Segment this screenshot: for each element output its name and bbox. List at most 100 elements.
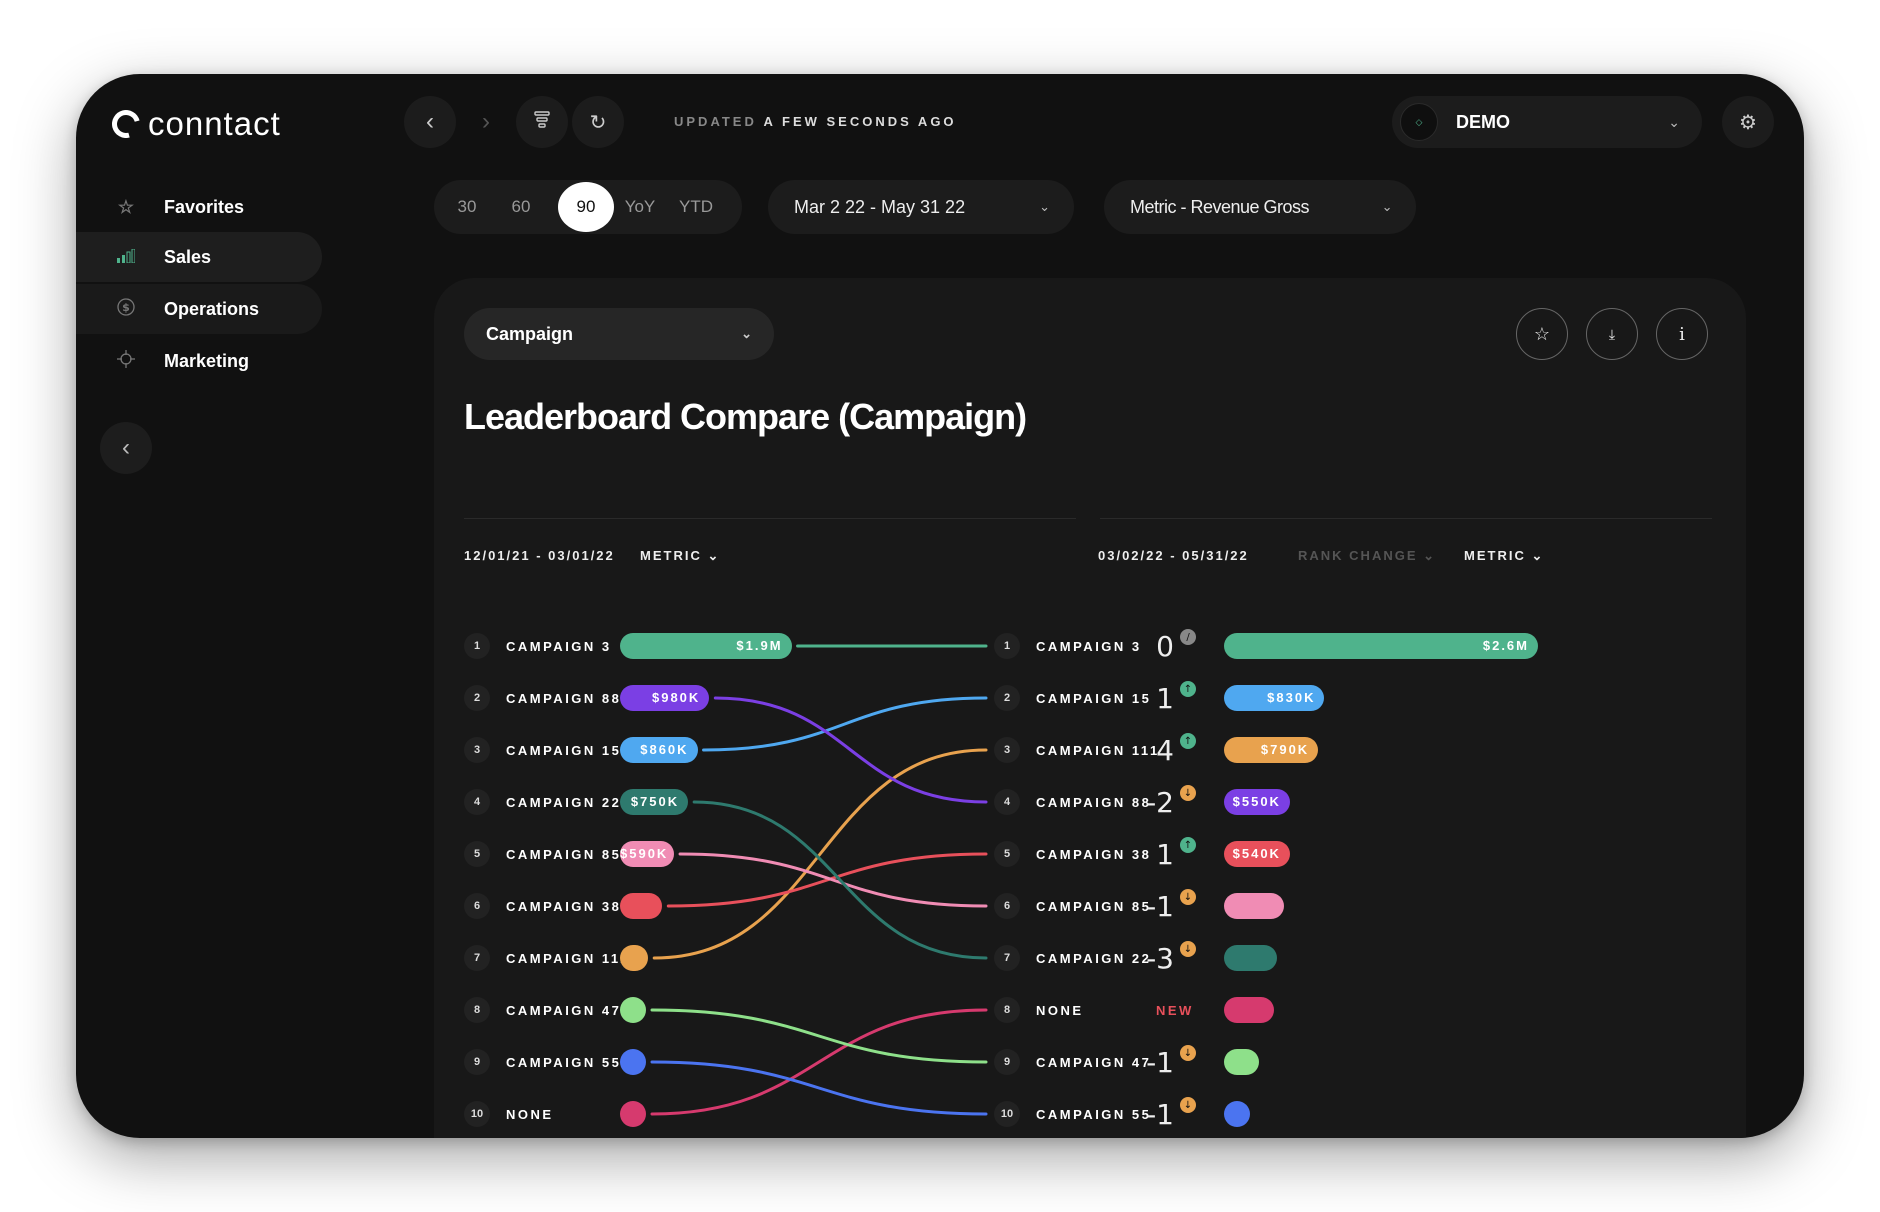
favorite-button[interactable]: ☆ (1516, 308, 1568, 360)
left-table-row[interactable]: 6 CAMPAIGN 38 (464, 893, 621, 919)
period-option-30[interactable]: 30 (457, 197, 477, 216)
right-table-row[interactable]: 3 CAMPAIGN 111 (994, 737, 1160, 763)
left-metric-bar[interactable] (620, 997, 646, 1023)
rank-change-value: -3 (1146, 941, 1174, 975)
right-metric-bar[interactable]: $550K (1224, 789, 1290, 815)
rank-connector-line (666, 852, 988, 908)
crosshair-icon (114, 349, 138, 373)
logo[interactable]: conntact (106, 102, 281, 146)
rank-connector-line (650, 1008, 988, 1064)
arrow-up-icon: ↑ (1180, 733, 1196, 749)
download-button[interactable]: ⤓ (1586, 308, 1638, 360)
metric-value: Metric - Revenue Gross (1130, 196, 1310, 217)
period-option-60[interactable]: 60 (511, 197, 531, 216)
rank-badge: 2 (464, 685, 490, 711)
left-period-label: 12/01/21 - 03/01/22 (464, 548, 615, 563)
left-table-row[interactable]: 1 CAMPAIGN 3 (464, 633, 612, 659)
filter-button[interactable] (516, 96, 568, 148)
account-selector[interactable]: ◇ DEMO ⌄ (1392, 96, 1702, 148)
campaign-name: CAMPAIGN 15 (506, 742, 622, 758)
right-metric-bar[interactable]: $830K (1224, 685, 1325, 711)
back-button[interactable]: ‹ (404, 96, 456, 148)
sidebar-item-favorites[interactable]: ☆ Favorites (76, 182, 322, 232)
right-table-row[interactable]: 8 NONE (994, 997, 1084, 1023)
sidebar-item-marketing[interactable]: Marketing (76, 336, 322, 386)
rank-change: 0/ (1114, 629, 1196, 663)
left-table-row[interactable]: 8 CAMPAIGN 47 (464, 997, 621, 1023)
rank-change-value: 0 (1156, 629, 1174, 663)
right-metric-bar[interactable] (1224, 1049, 1259, 1075)
right-table-row[interactable]: 2 CAMPAIGN 15 (994, 685, 1152, 711)
date-range-dropdown[interactable]: Mar 2 22 - May 31 22 ⌄ (768, 180, 1074, 234)
right-metric-label: METRIC (1464, 548, 1526, 563)
left-metric-bar[interactable]: $980K (620, 685, 710, 711)
right-metric-bar[interactable]: $540K (1224, 841, 1290, 867)
arrow-up-icon: ↑ (1180, 837, 1196, 853)
campaign-name: CAMPAIGN 55 (506, 1054, 622, 1070)
campaign-name: CAMPAIGN 15 (1036, 690, 1152, 706)
campaign-name: NONE (506, 1106, 554, 1122)
rank-badge: 5 (464, 841, 490, 867)
left-table-row[interactable]: 5 CAMPAIGN 85 (464, 841, 621, 867)
left-metric-bar[interactable]: $860K (620, 737, 698, 763)
right-table-row[interactable]: 6 CAMPAIGN 85 (994, 893, 1151, 919)
left-metric-bar[interactable] (620, 945, 649, 971)
right-table-row[interactable]: 5 CAMPAIGN 38 (994, 841, 1151, 867)
right-metric-bar[interactable] (1224, 893, 1284, 919)
rank-change-value: -2 (1146, 785, 1174, 819)
left-table-row[interactable]: 9 CAMPAIGN 55 (464, 1049, 622, 1075)
right-metric-dropdown[interactable]: METRIC ⌄ (1464, 548, 1544, 564)
rank-change: 1 ↑ (1114, 681, 1196, 715)
rank-change-dropdown[interactable]: RANK CHANGE ⌄ (1298, 548, 1436, 564)
metric-dropdown[interactable]: Metric - Revenue Gross ⌄ (1104, 180, 1416, 234)
left-metric-dropdown[interactable]: METRIC ⌄ (640, 548, 720, 564)
right-metric-bar[interactable] (1224, 997, 1275, 1023)
left-table-row[interactable]: 4 CAMPAIGN 22 (464, 789, 621, 815)
right-table-row[interactable]: 4 CAMPAIGN 88 (994, 789, 1151, 815)
refresh-icon: ↻ (589, 111, 607, 134)
left-metric-bar[interactable]: $750K (620, 789, 689, 815)
rank-connector-line (702, 696, 988, 752)
dimension-dropdown[interactable]: Campaign ⌄ (464, 308, 774, 360)
left-table-row[interactable]: 2 CAMPAIGN 88 (464, 685, 621, 711)
right-metric-bar[interactable]: $790K (1224, 737, 1319, 763)
right-metric-bar[interactable]: $2.6M (1224, 633, 1538, 659)
left-table-row[interactable]: 7 CAMPAIGN 111 (464, 945, 630, 971)
period-option-90[interactable]: 90 (558, 182, 614, 232)
right-table-row[interactable]: 7 CAMPAIGN 22 (994, 945, 1151, 971)
chevron-left-icon: ‹ (426, 108, 434, 135)
period-option-ytd[interactable]: YTD (679, 197, 713, 216)
rank-change-value: -1 (1146, 1097, 1174, 1131)
collapse-sidebar-button[interactable]: ‹ (100, 422, 152, 474)
rank-badge: 10 (994, 1101, 1020, 1127)
right-metric-bar[interactable] (1224, 945, 1278, 971)
period-option-yoy[interactable]: YoY (624, 197, 656, 216)
rank-badge: 8 (994, 997, 1020, 1023)
refresh-button[interactable]: ↻ (572, 96, 624, 148)
left-table-row[interactable]: 10 NONE (464, 1101, 554, 1127)
left-metric-bar[interactable] (620, 1101, 646, 1127)
rank-change-value: 1 (1156, 837, 1174, 871)
rank-change: -1 ↓ (1114, 1045, 1196, 1079)
left-metric-bar[interactable]: $1.9M (620, 633, 792, 659)
rank-change: -2 ↓ (1114, 785, 1196, 819)
rank-badge: 5 (994, 841, 1020, 867)
forward-button[interactable]: › (460, 96, 512, 148)
right-table-row[interactable]: 10 CAMPAIGN 55 (994, 1101, 1152, 1127)
star-icon: ☆ (117, 196, 135, 217)
left-metric-bar[interactable] (620, 893, 663, 919)
sidebar-item-sales[interactable]: Sales (76, 232, 322, 282)
sidebar-item-operations[interactable]: $ Operations (76, 284, 322, 334)
right-table-row[interactable]: 9 CAMPAIGN 47 (994, 1049, 1151, 1075)
left-metric-bar[interactable] (620, 1049, 646, 1075)
right-table-row[interactable]: 1 CAMPAIGN 3 (994, 633, 1142, 659)
divider-right (1100, 518, 1712, 519)
divider-left (464, 518, 1076, 519)
rank-badge: 3 (994, 737, 1020, 763)
info-button[interactable]: i (1656, 308, 1708, 360)
right-metric-bar[interactable] (1224, 1101, 1250, 1127)
left-metric-bar[interactable]: $590K (620, 841, 675, 867)
left-table-row[interactable]: 3 CAMPAIGN 15 (464, 737, 622, 763)
settings-button[interactable]: ⚙ (1722, 96, 1774, 148)
campaign-name: CAMPAIGN 55 (1036, 1106, 1152, 1122)
